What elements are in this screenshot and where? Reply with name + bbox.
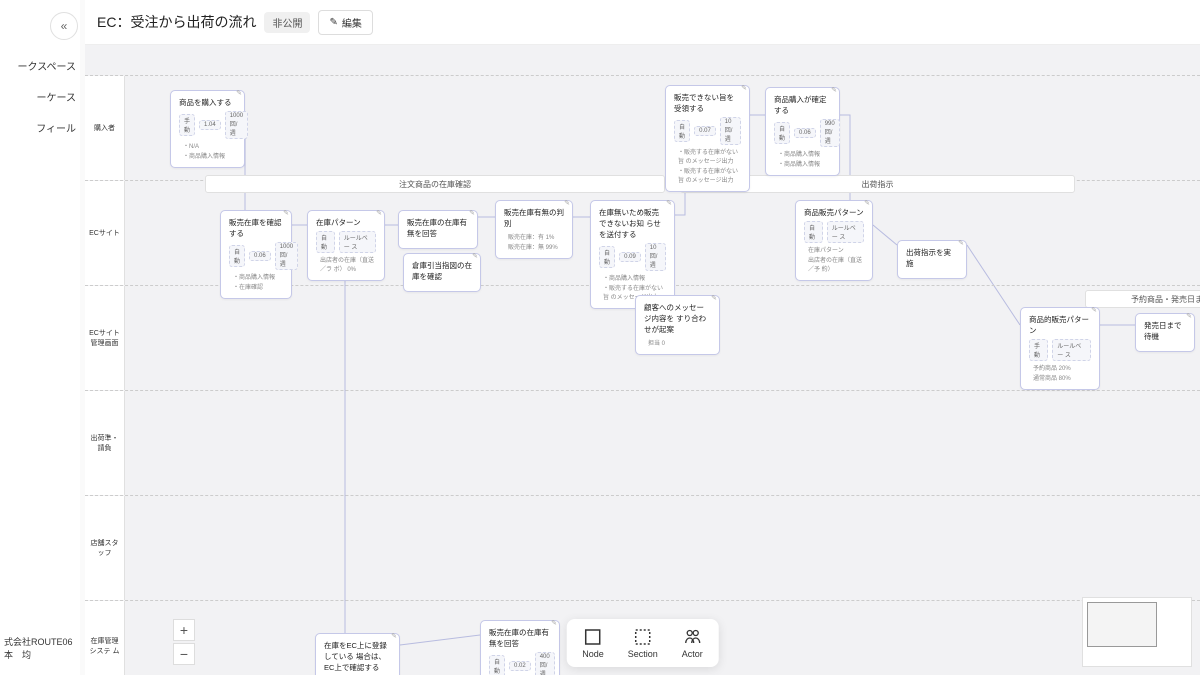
swimlane-label: 在庫管理 システ ム: [85, 601, 125, 675]
flow-node[interactable]: 販売在庫を確認する自動0.061000 回/週・商品購入情報・在庫確認: [220, 210, 292, 299]
section-bar[interactable]: 予約商品・発売日まで待: [1085, 290, 1200, 308]
tool-node-label: Node: [582, 649, 604, 659]
node-icon: [583, 627, 603, 647]
swimlane-label: ECサイト 管理画面: [85, 286, 125, 390]
sidebar-item-case[interactable]: ーケース: [0, 81, 80, 112]
swimlane-label: 店舗スタ ッフ: [85, 496, 125, 600]
zoom-in-button[interactable]: +: [173, 619, 195, 641]
zoom-controls: + −: [173, 619, 195, 665]
tool-section[interactable]: Section: [628, 627, 658, 659]
visibility-badge: 非公開: [264, 12, 310, 33]
swimlane: 店舗スタ ッフ: [85, 495, 1200, 600]
flow-node[interactable]: 販売在庫の在庫有無を回答自動0.02400回/ 週・商品購入情報・販売の件数: [480, 620, 560, 675]
flow-node[interactable]: 発売日まで待機: [1135, 313, 1195, 352]
pencil-icon: ✎: [329, 17, 337, 28]
sidebar-footer: 式会社ROUTE06 本 均: [0, 631, 77, 665]
flow-node[interactable]: 倉庫引当指図の在庫を確認: [403, 253, 481, 292]
swimlane-label: 出荷準・ 請負: [85, 391, 125, 495]
flow-node[interactable]: 顧客へのメッセージ内容を すり合わせが起案担当 0: [635, 295, 720, 355]
header: EC：受注から出荷の流れ 非公開 ✎ 編集: [85, 0, 1200, 45]
sidebar-item-profile[interactable]: フィール: [0, 112, 80, 143]
flow-node[interactable]: 商品的販売パターン手動ルールベー ス予約商品 20%通常商品 80%: [1020, 307, 1100, 390]
tool-actor-label: Actor: [682, 649, 703, 659]
canvas[interactable]: 購入者ECサイトECサイト 管理画面出荷準・ 請負店舗スタ ッフ在庫管理 システ…: [85, 45, 1200, 675]
flow-node[interactable]: 在庫無いため販売できないお知 らせを送付する自動0.0910回/ 週・商品購入情…: [590, 200, 675, 309]
sidebar-collapse-button[interactable]: «: [50, 12, 78, 40]
flow-node[interactable]: 在庫パターン自動ルールベー ス出店者の在庫（直送／ラ ボ） 0%: [307, 210, 385, 281]
swimlane: 購入者: [85, 75, 1200, 180]
actor-icon: [682, 627, 702, 647]
minimap[interactable]: [1082, 597, 1192, 667]
tool-section-label: Section: [628, 649, 658, 659]
flow-node[interactable]: 販売在庫有無の判別販売在庫：有 1%販売在庫：無 99%: [495, 200, 573, 259]
flow-node[interactable]: 商品購入が確定する自動0.06990回/ 週・商品購入情報・商品購入情報: [765, 87, 840, 176]
flow-node[interactable]: 販売在庫の在庫有無を回答: [398, 210, 478, 249]
flow-node[interactable]: 商品販売パターン自動ルールベー ス在庫パターン出店者の在庫（直送／予 約）: [795, 200, 873, 281]
user-name: 本 均: [4, 648, 73, 661]
toolbar: Node Section Actor: [566, 619, 719, 667]
tool-node[interactable]: Node: [582, 627, 604, 659]
sidebar-item-workspace[interactable]: ークスペース: [0, 50, 80, 81]
flow-node[interactable]: 在庫をEC上に登録している 場合は、EC上で確認するEC 0: [315, 633, 400, 675]
swimlane: 出荷準・ 請負: [85, 390, 1200, 495]
sidebar: ークスペース ーケース フィール 式会社ROUTE06 本 均: [0, 0, 80, 675]
flow-node[interactable]: 商品を購入する手動1.041000 回/週・N/A・商品購入情報: [170, 90, 245, 168]
flow-node[interactable]: 出荷指示を実施: [897, 240, 967, 279]
section-bar[interactable]: 注文商品の在庫確認: [205, 175, 665, 193]
swimlane-label: 購入者: [85, 76, 125, 180]
edit-label: 編集: [342, 15, 362, 30]
company-name: 式会社ROUTE06: [4, 635, 73, 648]
tool-actor[interactable]: Actor: [682, 627, 703, 659]
swimlane-label: ECサイト: [85, 181, 125, 285]
flow-node[interactable]: 販売できない旨を受領する自動0.0710回/ 週・販売する在庫がない旨 のメッセ…: [665, 85, 750, 192]
page-title: EC：受注から出荷の流れ: [97, 12, 256, 32]
edit-button[interactable]: ✎ 編集: [318, 10, 372, 35]
section-icon: [633, 627, 653, 647]
zoom-out-button[interactable]: −: [173, 643, 195, 665]
